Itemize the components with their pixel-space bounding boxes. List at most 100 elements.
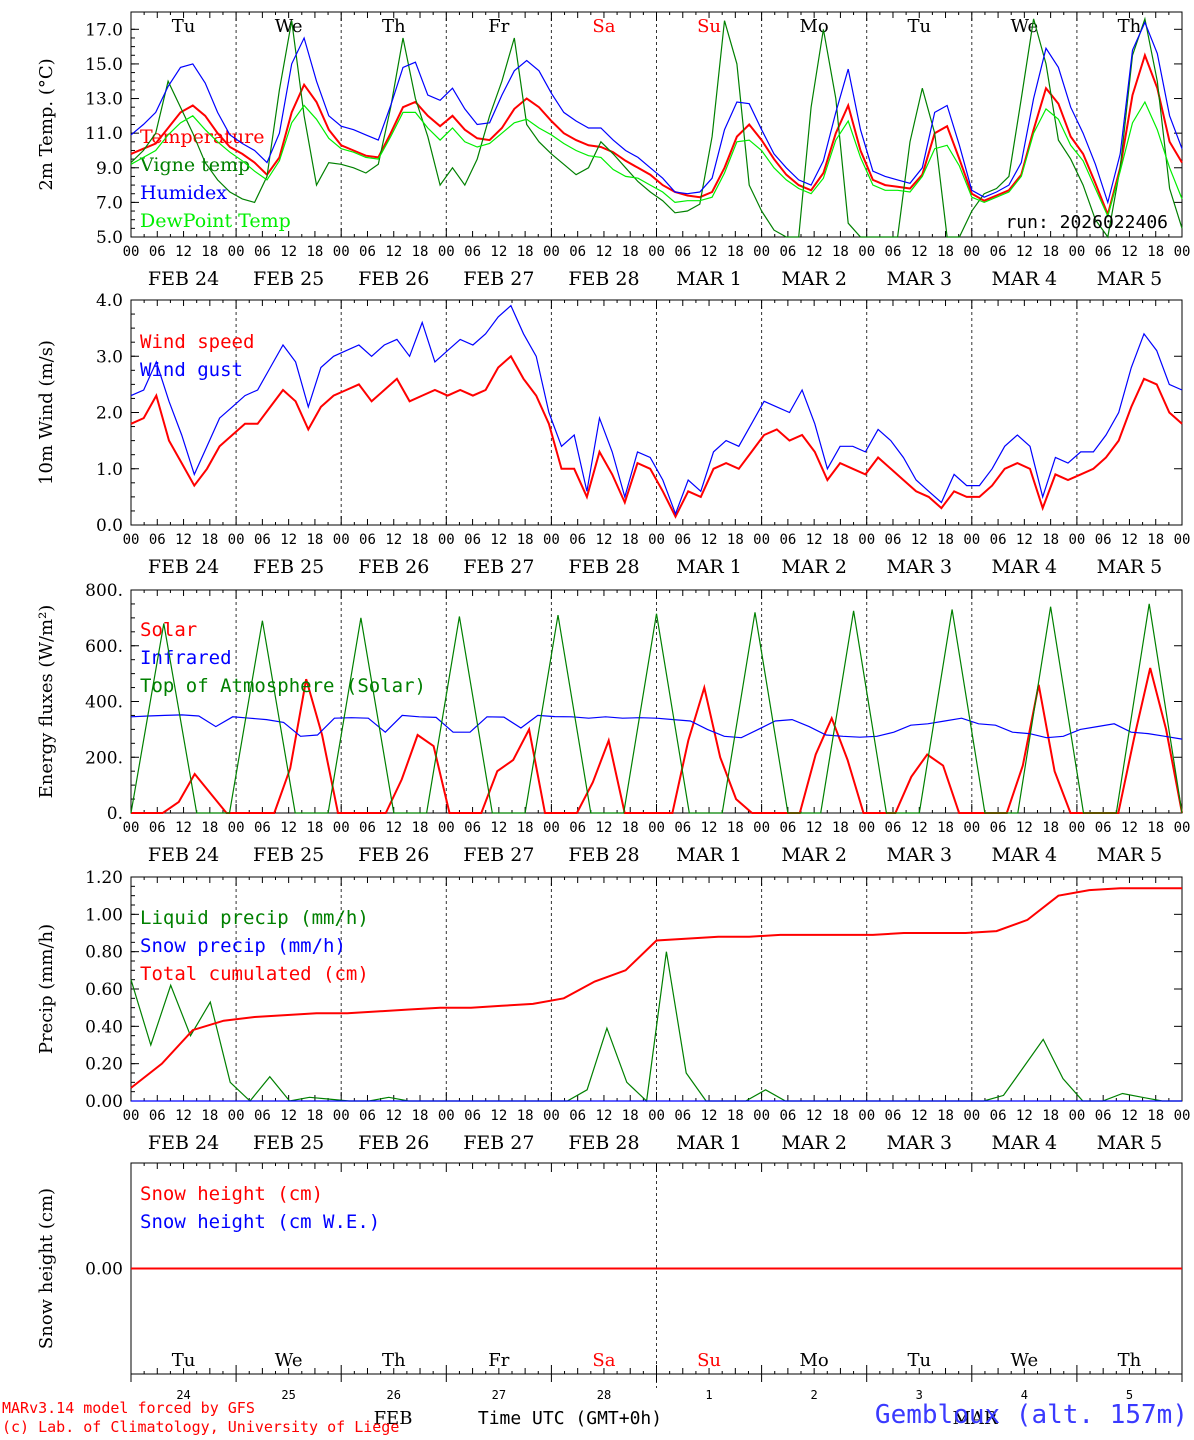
date-label: MAR 2 <box>781 556 847 578</box>
legend-entry: Snow precip (mm/h) <box>140 935 346 957</box>
y-tick-label: 200. <box>85 748 123 768</box>
date-label: FEB 26 <box>358 556 429 578</box>
hour-tick-label: 00 <box>438 820 455 836</box>
hour-tick-label: 12 <box>175 244 192 260</box>
day-number-label: 28 <box>597 1388 611 1402</box>
date-label: MAR 3 <box>886 268 952 290</box>
legend-entry: Solar <box>140 619 197 641</box>
hour-tick-label: 18 <box>517 1108 534 1124</box>
weekday-label: We <box>275 16 303 37</box>
hour-tick-label: 18 <box>832 244 849 260</box>
hour-tick-label: 06 <box>569 532 586 548</box>
hour-tick-label: 18 <box>1042 244 1059 260</box>
date-label: FEB 25 <box>253 844 324 866</box>
date-label: MAR 1 <box>676 844 742 866</box>
hour-tick-label: 00 <box>123 244 140 260</box>
hour-tick-label: 18 <box>1147 820 1164 836</box>
panel-frame <box>130 299 1183 526</box>
y-axis-label: 2m Temp. (°C) <box>36 58 57 190</box>
y-tick-label: 600. <box>85 637 123 657</box>
date-label: FEB 27 <box>463 268 534 290</box>
date-label: FEB 25 <box>253 556 324 578</box>
weekday-label: Th <box>382 16 406 37</box>
series-line-wind-speed <box>130 354 1183 519</box>
legend-entry: Snow height (cm) <box>140 1183 323 1205</box>
hour-tick-label: 00 <box>858 244 875 260</box>
hour-tick-label: 06 <box>359 244 376 260</box>
date-label: MAR 2 <box>781 844 847 866</box>
panel-4: 0.00 0.20 0.40 0.60 0.80 1.00 1.20 Precip (mm/h… <box>36 868 1190 1154</box>
hour-tick-label: 06 <box>149 1108 166 1124</box>
month-label: FEB <box>374 1408 413 1429</box>
run-label: run: 2026022406 <box>1005 212 1168 233</box>
hour-tick-label: 12 <box>911 532 928 548</box>
hour-tick-label: 18 <box>727 820 744 836</box>
date-label: FEB 25 <box>253 1132 324 1154</box>
hour-tick-label: 18 <box>1042 1108 1059 1124</box>
hour-tick-label: 06 <box>779 244 796 260</box>
hour-tick-label: 12 <box>280 532 297 548</box>
hour-tick-label: 00 <box>438 532 455 548</box>
hour-tick-label: 18 <box>201 820 218 836</box>
series-line-infrared <box>130 714 1183 740</box>
date-label: MAR 5 <box>1097 268 1163 290</box>
series-line-top-of-atmosphere-solar- <box>130 603 1183 814</box>
hour-tick-label: 18 <box>1147 1108 1164 1124</box>
hour-tick-label: 12 <box>175 820 192 836</box>
hour-tick-label: 06 <box>359 1108 376 1124</box>
month-label-next: MAR <box>953 1408 998 1429</box>
hour-tick-label: 18 <box>517 244 534 260</box>
hour-tick-label: 18 <box>306 244 323 260</box>
date-label: FEB 24 <box>148 556 219 578</box>
hour-tick-label: 06 <box>359 532 376 548</box>
y-tick-label: 5.0 <box>96 228 123 248</box>
hour-tick-label: 18 <box>937 244 954 260</box>
hour-tick-label: 00 <box>333 532 350 548</box>
hour-tick-label: 00 <box>648 820 665 836</box>
day-number-label: 2 <box>811 1388 818 1402</box>
hour-tick-label: 00 <box>963 532 980 548</box>
hour-tick-label: 18 <box>306 820 323 836</box>
hour-tick-label: 06 <box>569 244 586 260</box>
weekday-label: Sa <box>592 16 615 37</box>
hour-tick-label: 00 <box>963 820 980 836</box>
hour-tick-label: 00 <box>858 820 875 836</box>
date-label: MAR 1 <box>676 556 742 578</box>
hour-tick-label: 00 <box>333 1108 350 1124</box>
hour-tick-label: 12 <box>1121 1108 1138 1124</box>
hour-tick-label: 12 <box>490 820 507 836</box>
hour-tick-label: 06 <box>569 1108 586 1124</box>
hour-tick-label: 06 <box>674 820 691 836</box>
date-label: MAR 5 <box>1097 844 1163 866</box>
hour-tick-label: 06 <box>674 244 691 260</box>
hour-tick-label: 18 <box>622 820 639 836</box>
hour-tick-label: 18 <box>937 820 954 836</box>
date-label: FEB 24 <box>148 268 219 290</box>
hour-tick-label: 06 <box>149 532 166 548</box>
hour-tick-label: 00 <box>228 532 245 548</box>
hour-tick-label: 12 <box>701 1108 718 1124</box>
y-axis-label: Energy fluxes (W/m²) <box>36 605 57 799</box>
hour-tick-label: 00 <box>228 244 245 260</box>
hour-tick-label: 00 <box>228 1108 245 1124</box>
day-number-label: 27 <box>492 1388 506 1402</box>
legend-entry: Top of Atmosphere (Solar) <box>140 675 426 697</box>
hour-tick-label: 06 <box>674 532 691 548</box>
series-line-dewpoint-temp <box>130 100 1183 218</box>
hour-tick-label: 12 <box>280 244 297 260</box>
hour-tick-label: 12 <box>280 1108 297 1124</box>
date-label: FEB 24 <box>148 844 219 866</box>
y-tick-label: 0.80 <box>85 943 123 963</box>
hour-tick-label: 18 <box>412 532 429 548</box>
hour-tick-label: 12 <box>1121 820 1138 836</box>
day-number-label: 24 <box>176 1388 190 1402</box>
station-label: Gembloux (alt. 157m) <box>874 1400 1188 1430</box>
legend-entry: Wind speed <box>140 331 254 353</box>
hour-tick-label: 06 <box>990 820 1007 836</box>
hour-tick-label: 06 <box>1095 532 1112 548</box>
hour-tick-label: 12 <box>280 820 297 836</box>
hour-tick-label: 12 <box>490 532 507 548</box>
date-label: MAR 2 <box>781 268 847 290</box>
hour-tick-label: 12 <box>596 1108 613 1124</box>
hour-tick-label: 06 <box>464 820 481 836</box>
